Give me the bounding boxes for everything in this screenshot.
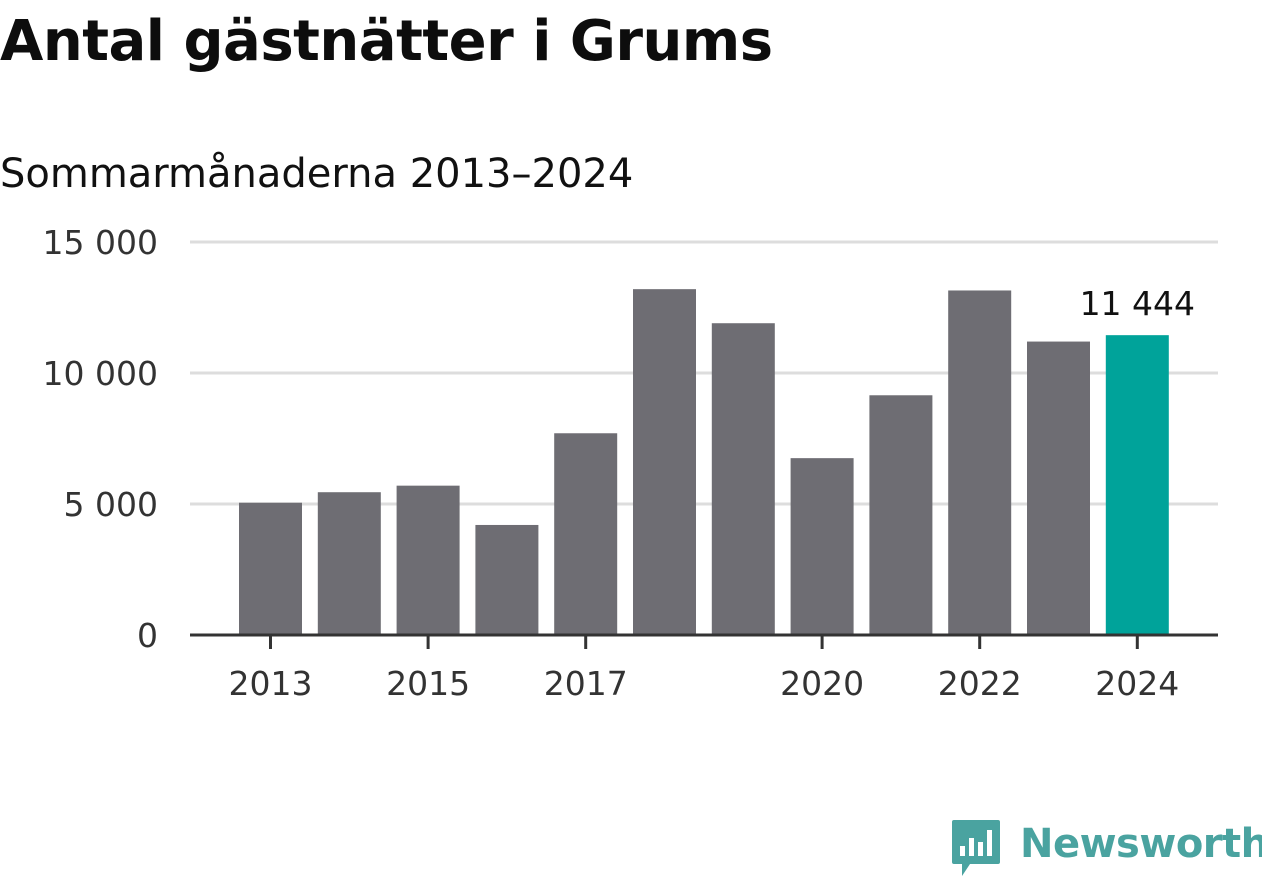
x-tick-label: 2013 <box>229 664 313 703</box>
y-tick-label: 0 <box>137 616 158 655</box>
bar-2019 <box>711 323 775 635</box>
bar-2021 <box>869 395 933 635</box>
chart-subtitle: Sommarmånaderna 2013–2024 <box>0 151 634 197</box>
y-tick-label: 5 000 <box>64 485 158 524</box>
x-tick-label: 2015 <box>386 664 470 703</box>
bar-2017 <box>554 433 618 635</box>
x-tick-label: 2022 <box>938 664 1022 703</box>
newsworthy-bar-chart-icon <box>952 820 1000 876</box>
bar-2020 <box>790 458 854 635</box>
bar-2013 <box>239 502 302 635</box>
bar-2016 <box>475 524 539 635</box>
bar-2018 <box>633 289 696 635</box>
y-tick-label: 10 000 <box>43 354 158 393</box>
y-tick-label: 15 000 <box>43 223 158 262</box>
x-tick-label: 2020 <box>780 664 864 703</box>
x-axis <box>190 633 1218 649</box>
chart-title: Antal gästnätter i Grums <box>0 9 773 74</box>
x-axis-tick-labels: 2013 2015 2017 2020 2022 2024 <box>229 664 1180 703</box>
bars <box>239 289 1169 635</box>
bar-2023 <box>1027 341 1090 635</box>
data-labels: 11 444 <box>1080 284 1195 323</box>
newsworthy-logo: Newsworthy <box>950 818 1262 880</box>
bar-2022 <box>948 290 1012 635</box>
x-tick-label: 2017 <box>544 664 628 703</box>
y-axis-tick-labels: 0 5 000 10 000 15 000 <box>43 223 158 655</box>
x-tick-label: 2024 <box>1095 664 1179 703</box>
bar-2024 <box>1105 335 1169 635</box>
newsworthy-wordmark: Newsworthy <box>1020 821 1262 867</box>
bar-2014 <box>317 492 381 635</box>
data-label: 11 444 <box>1080 284 1195 323</box>
bar-2015 <box>396 485 460 635</box>
